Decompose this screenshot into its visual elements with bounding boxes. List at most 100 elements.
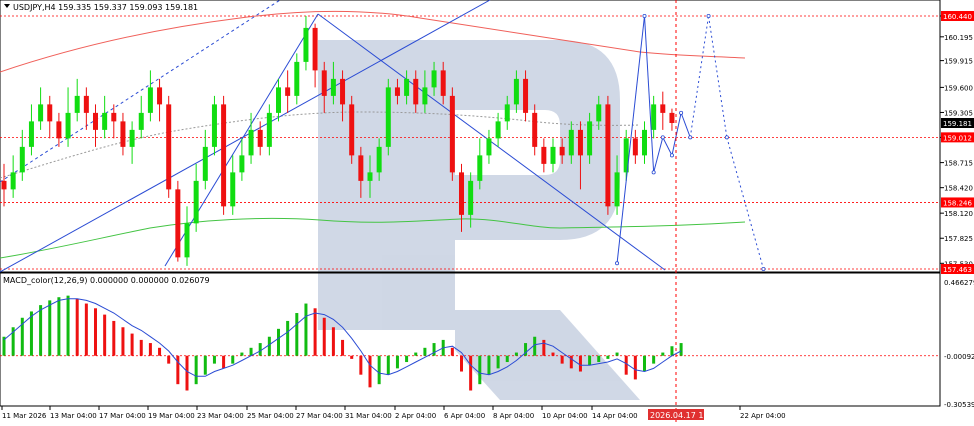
forecast-segment bbox=[680, 112, 691, 138]
candle-body bbox=[367, 172, 373, 181]
macd-bar bbox=[313, 308, 317, 356]
price-tick-label: 159.305 bbox=[944, 109, 973, 117]
macd-bar bbox=[2, 336, 6, 356]
macd-bar bbox=[359, 355, 363, 375]
time-tick-label: 6 Apr 04:00 bbox=[444, 412, 485, 420]
macd-bar bbox=[414, 352, 418, 356]
macd-bar bbox=[597, 355, 601, 363]
macd-bar bbox=[258, 343, 262, 356]
macd-bar bbox=[505, 355, 509, 363]
candle-body bbox=[248, 129, 254, 156]
price-tick-label: 158.120 bbox=[944, 210, 973, 218]
candle-body bbox=[111, 112, 117, 122]
macd-bar bbox=[423, 347, 427, 356]
time-axis: 11 Mar 2026 13 Mar 04:00 17 Mar 04:00 19 Ma… bbox=[1, 406, 786, 420]
candle-body bbox=[120, 121, 126, 147]
trend-channel-dashed bbox=[0, 0, 281, 183]
candle-body bbox=[175, 189, 181, 258]
candle-body bbox=[394, 87, 400, 96]
macd-bar bbox=[633, 355, 637, 380]
candle-body bbox=[138, 112, 144, 130]
candle-body bbox=[568, 129, 574, 156]
candle-body bbox=[486, 138, 492, 156]
time-tick-label: 25 Mar 04:00 bbox=[247, 412, 294, 420]
price-tick-label: 160.195 bbox=[944, 34, 973, 42]
candle-body bbox=[166, 104, 172, 190]
forecast-segment bbox=[708, 15, 728, 138]
macd-bar bbox=[167, 355, 171, 364]
macd-bar bbox=[386, 355, 390, 375]
candle-body bbox=[669, 112, 675, 123]
macd-bar bbox=[478, 355, 482, 385]
forecast-path bbox=[615, 13, 766, 271]
candle-body bbox=[358, 155, 364, 181]
candle-body bbox=[376, 146, 382, 173]
watermark-logo bbox=[318, 40, 640, 400]
macd-bar bbox=[578, 355, 582, 372]
macd-bar bbox=[11, 327, 15, 356]
price-tag-label: 160.440 bbox=[943, 13, 972, 21]
candles-group bbox=[1, 16, 675, 266]
macd-bar bbox=[231, 355, 235, 364]
candle-body bbox=[504, 104, 510, 122]
macd-bar bbox=[606, 355, 610, 359]
candle-body bbox=[513, 78, 519, 105]
macd-bar bbox=[194, 355, 198, 385]
forecast-segment bbox=[689, 15, 710, 138]
macd-bar bbox=[652, 355, 656, 364]
macd-bar bbox=[84, 303, 88, 356]
time-tick-label: 8 Apr 04:00 bbox=[493, 412, 534, 420]
macd-bar bbox=[368, 355, 372, 388]
price-tick-label: 158.420 bbox=[944, 185, 973, 193]
time-tick-label: 19 Mar 04:00 bbox=[148, 412, 195, 420]
macd-bar bbox=[185, 355, 189, 391]
candle-body bbox=[129, 129, 135, 147]
macd-bar bbox=[341, 339, 345, 356]
candle-body bbox=[276, 87, 281, 113]
time-tick-label: 17 Mar 04:00 bbox=[99, 412, 146, 420]
macd-bar bbox=[450, 347, 454, 356]
macd-bar bbox=[395, 355, 399, 369]
macd-bar bbox=[130, 333, 134, 356]
candle-body bbox=[614, 172, 620, 207]
macd-bar bbox=[286, 320, 290, 356]
candle-body bbox=[330, 78, 336, 96]
time-tick-label: 22 Apr 04:00 bbox=[740, 412, 786, 420]
macd-bar bbox=[542, 339, 546, 356]
candle-body bbox=[294, 61, 300, 96]
candle-body bbox=[349, 104, 355, 156]
price-tick-label: 157.825 bbox=[944, 235, 973, 243]
candle-body bbox=[632, 138, 638, 156]
price-tag-label: 159.181 bbox=[943, 120, 972, 128]
collapse-arrow-icon[interactable] bbox=[4, 4, 10, 8]
macd-bar bbox=[203, 355, 207, 375]
candle-body bbox=[422, 87, 428, 105]
time-tick-label: 2 Apr 04:00 bbox=[395, 412, 436, 420]
candle-body bbox=[321, 70, 327, 96]
macd-bar bbox=[277, 328, 280, 356]
candle-body bbox=[65, 112, 71, 139]
macd-bar bbox=[569, 355, 573, 369]
forecast-segment bbox=[662, 137, 673, 156]
macd-bar bbox=[460, 355, 463, 372]
macd-bar bbox=[148, 343, 152, 356]
symbol-header-text: USDJPY,H4 159.335 159.337 159.093 159.18… bbox=[13, 3, 198, 12]
macd-bar bbox=[158, 347, 162, 356]
time-tick-label: 10 Apr 04:00 bbox=[542, 412, 588, 420]
forecast-point bbox=[660, 135, 665, 140]
macd-bar bbox=[514, 352, 518, 356]
macd-bar bbox=[29, 311, 33, 356]
macd-bar bbox=[322, 317, 326, 356]
macd-bar bbox=[615, 352, 619, 356]
macd-tick-label: 0.466279 bbox=[944, 279, 974, 287]
macd-bar bbox=[267, 336, 271, 356]
forecast-point bbox=[642, 13, 647, 18]
macd-bar bbox=[20, 317, 24, 356]
macd-bar bbox=[661, 352, 665, 356]
candle-body bbox=[651, 104, 657, 130]
candle-body bbox=[550, 146, 556, 164]
candle-body bbox=[303, 27, 309, 62]
forecast-segment bbox=[644, 15, 655, 173]
price-pane-frame bbox=[0, 0, 941, 273]
